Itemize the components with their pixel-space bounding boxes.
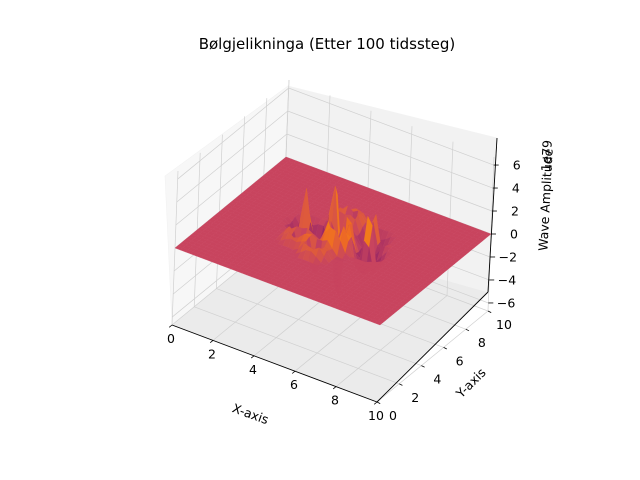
x-tick xyxy=(168,324,173,328)
z-tick-label: 2 xyxy=(511,204,519,219)
grid-line-x xyxy=(335,295,448,387)
z-tick-label: 6 xyxy=(513,158,521,173)
y-tick-label: 10 xyxy=(496,317,512,332)
y-tick xyxy=(421,365,425,368)
y-tick-label: 4 xyxy=(433,372,441,387)
y-tick-label: 2 xyxy=(411,390,419,405)
grid-line-z xyxy=(176,110,493,203)
x-tick-label: 2 xyxy=(208,346,216,361)
y-tick xyxy=(465,328,470,332)
x-tick xyxy=(250,355,255,359)
x-tick xyxy=(209,340,214,344)
z-axis-line xyxy=(487,137,498,293)
grid-line-z xyxy=(177,87,494,180)
grid-line-y xyxy=(216,288,422,366)
z-tick-label: −2 xyxy=(499,249,517,264)
y-tick-label: 0 xyxy=(389,408,397,423)
y-tick xyxy=(487,310,492,313)
x-tick xyxy=(291,370,296,374)
y-axis-line xyxy=(376,291,489,403)
y-axis-label: Y-axis xyxy=(452,365,489,402)
y-tick xyxy=(399,383,403,386)
x-tick-label: 4 xyxy=(249,362,257,377)
z-tick-label: 4 xyxy=(512,181,520,196)
z-tick-label: −4 xyxy=(498,272,516,287)
surface-patch xyxy=(374,320,384,326)
grid-line-z xyxy=(175,133,493,226)
z-tick-label: 0 xyxy=(510,227,518,242)
x-tick xyxy=(332,386,337,390)
grid-line-y xyxy=(194,306,400,385)
grid-line-x xyxy=(376,310,489,403)
y-tick-label: 6 xyxy=(456,353,464,368)
x-tick-label: 6 xyxy=(290,377,298,392)
x-tick xyxy=(373,401,378,405)
y-tick-label: 8 xyxy=(478,335,486,350)
x-axis-line xyxy=(171,324,378,403)
x-tick-label: 10 xyxy=(368,408,384,423)
z-offset-text: 1e79 xyxy=(538,140,555,172)
z-axis-label: Wave Amplitude xyxy=(535,148,555,251)
wave-surface xyxy=(174,156,492,326)
y-tick xyxy=(376,401,381,404)
x-tick-label: 8 xyxy=(331,393,339,408)
x-axis-label: X-axis xyxy=(230,400,270,427)
axis-lines xyxy=(171,137,498,403)
z-tick-label: −6 xyxy=(497,295,515,310)
chart-title: Bølgjelikninga (Etter 100 tidssteg) xyxy=(199,35,456,53)
y-tick xyxy=(443,347,447,350)
x-tick-label: 0 xyxy=(167,331,175,346)
